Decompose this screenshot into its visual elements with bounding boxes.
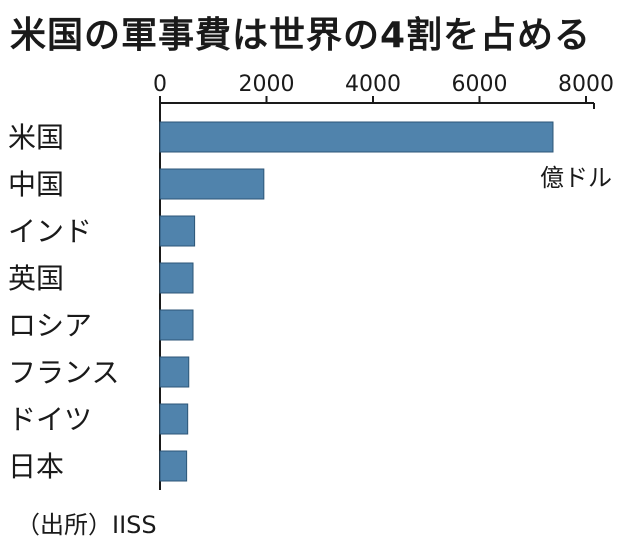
x-axis-ticks: 0 2000 4000 6000 8000 <box>153 72 614 103</box>
x-tick-label: 4000 <box>345 72 401 97</box>
x-tick-label: 2000 <box>239 72 295 97</box>
bar <box>159 450 188 482</box>
category-label: ロシア <box>8 309 92 342</box>
category-label: インド <box>8 215 92 248</box>
bar <box>159 309 194 341</box>
category-label: 日本 <box>8 450 64 483</box>
bar <box>159 168 265 200</box>
x-tick-label: 8000 <box>558 72 614 97</box>
bars <box>159 121 554 482</box>
x-tick-label: 0 <box>153 72 167 97</box>
category-label: ドイツ <box>8 403 92 436</box>
unit-label: 億ドル <box>540 164 612 192</box>
category-label: フランス <box>8 356 119 389</box>
category-label: 中国 <box>8 168 64 201</box>
category-label: 米国 <box>8 121 64 154</box>
bar <box>159 215 196 247</box>
bar <box>159 356 190 388</box>
x-tick-label: 6000 <box>452 72 508 97</box>
chart-title: 米国の軍事費は世界の4割を占める <box>10 15 592 56</box>
source-note: （出所）IISS <box>16 511 157 539</box>
bar <box>159 403 189 435</box>
bar <box>159 121 554 153</box>
bar <box>159 262 194 294</box>
category-label: 英国 <box>8 262 64 295</box>
